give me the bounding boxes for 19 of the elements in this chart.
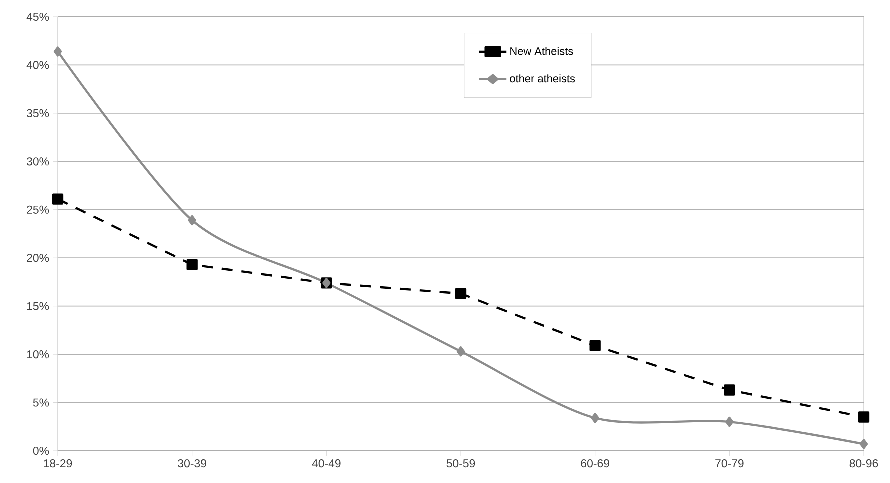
y-tick-label: 0%	[33, 446, 50, 456]
y-tick-label: 5%	[33, 398, 50, 407]
y-tick-label: 30%	[27, 158, 50, 166]
y-tick-label: 40%	[26, 61, 50, 70]
y-tick-label: 20%	[27, 254, 50, 262]
x-tick-label: 40-49	[312, 460, 341, 468]
x-tick-label: 80-96	[850, 460, 878, 468]
y-tick-label: 25%	[27, 206, 50, 214]
x-tick-label: 18-29	[44, 460, 72, 468]
x-tick-label: 30-39	[178, 460, 206, 468]
x-tick-label: 60-69	[581, 460, 610, 468]
legend-label: other atheists	[510, 74, 576, 83]
x-tick-label: 70-79	[716, 460, 744, 468]
x-tick-label: 50-59	[446, 460, 476, 468]
y-tick-label: 10%	[27, 350, 50, 359]
y-tick-label: 35%	[27, 109, 50, 118]
y-tick-label: 15%	[27, 302, 50, 310]
y-tick-label: 45%	[26, 12, 50, 22]
legend-label: New Atheists	[510, 47, 574, 56]
